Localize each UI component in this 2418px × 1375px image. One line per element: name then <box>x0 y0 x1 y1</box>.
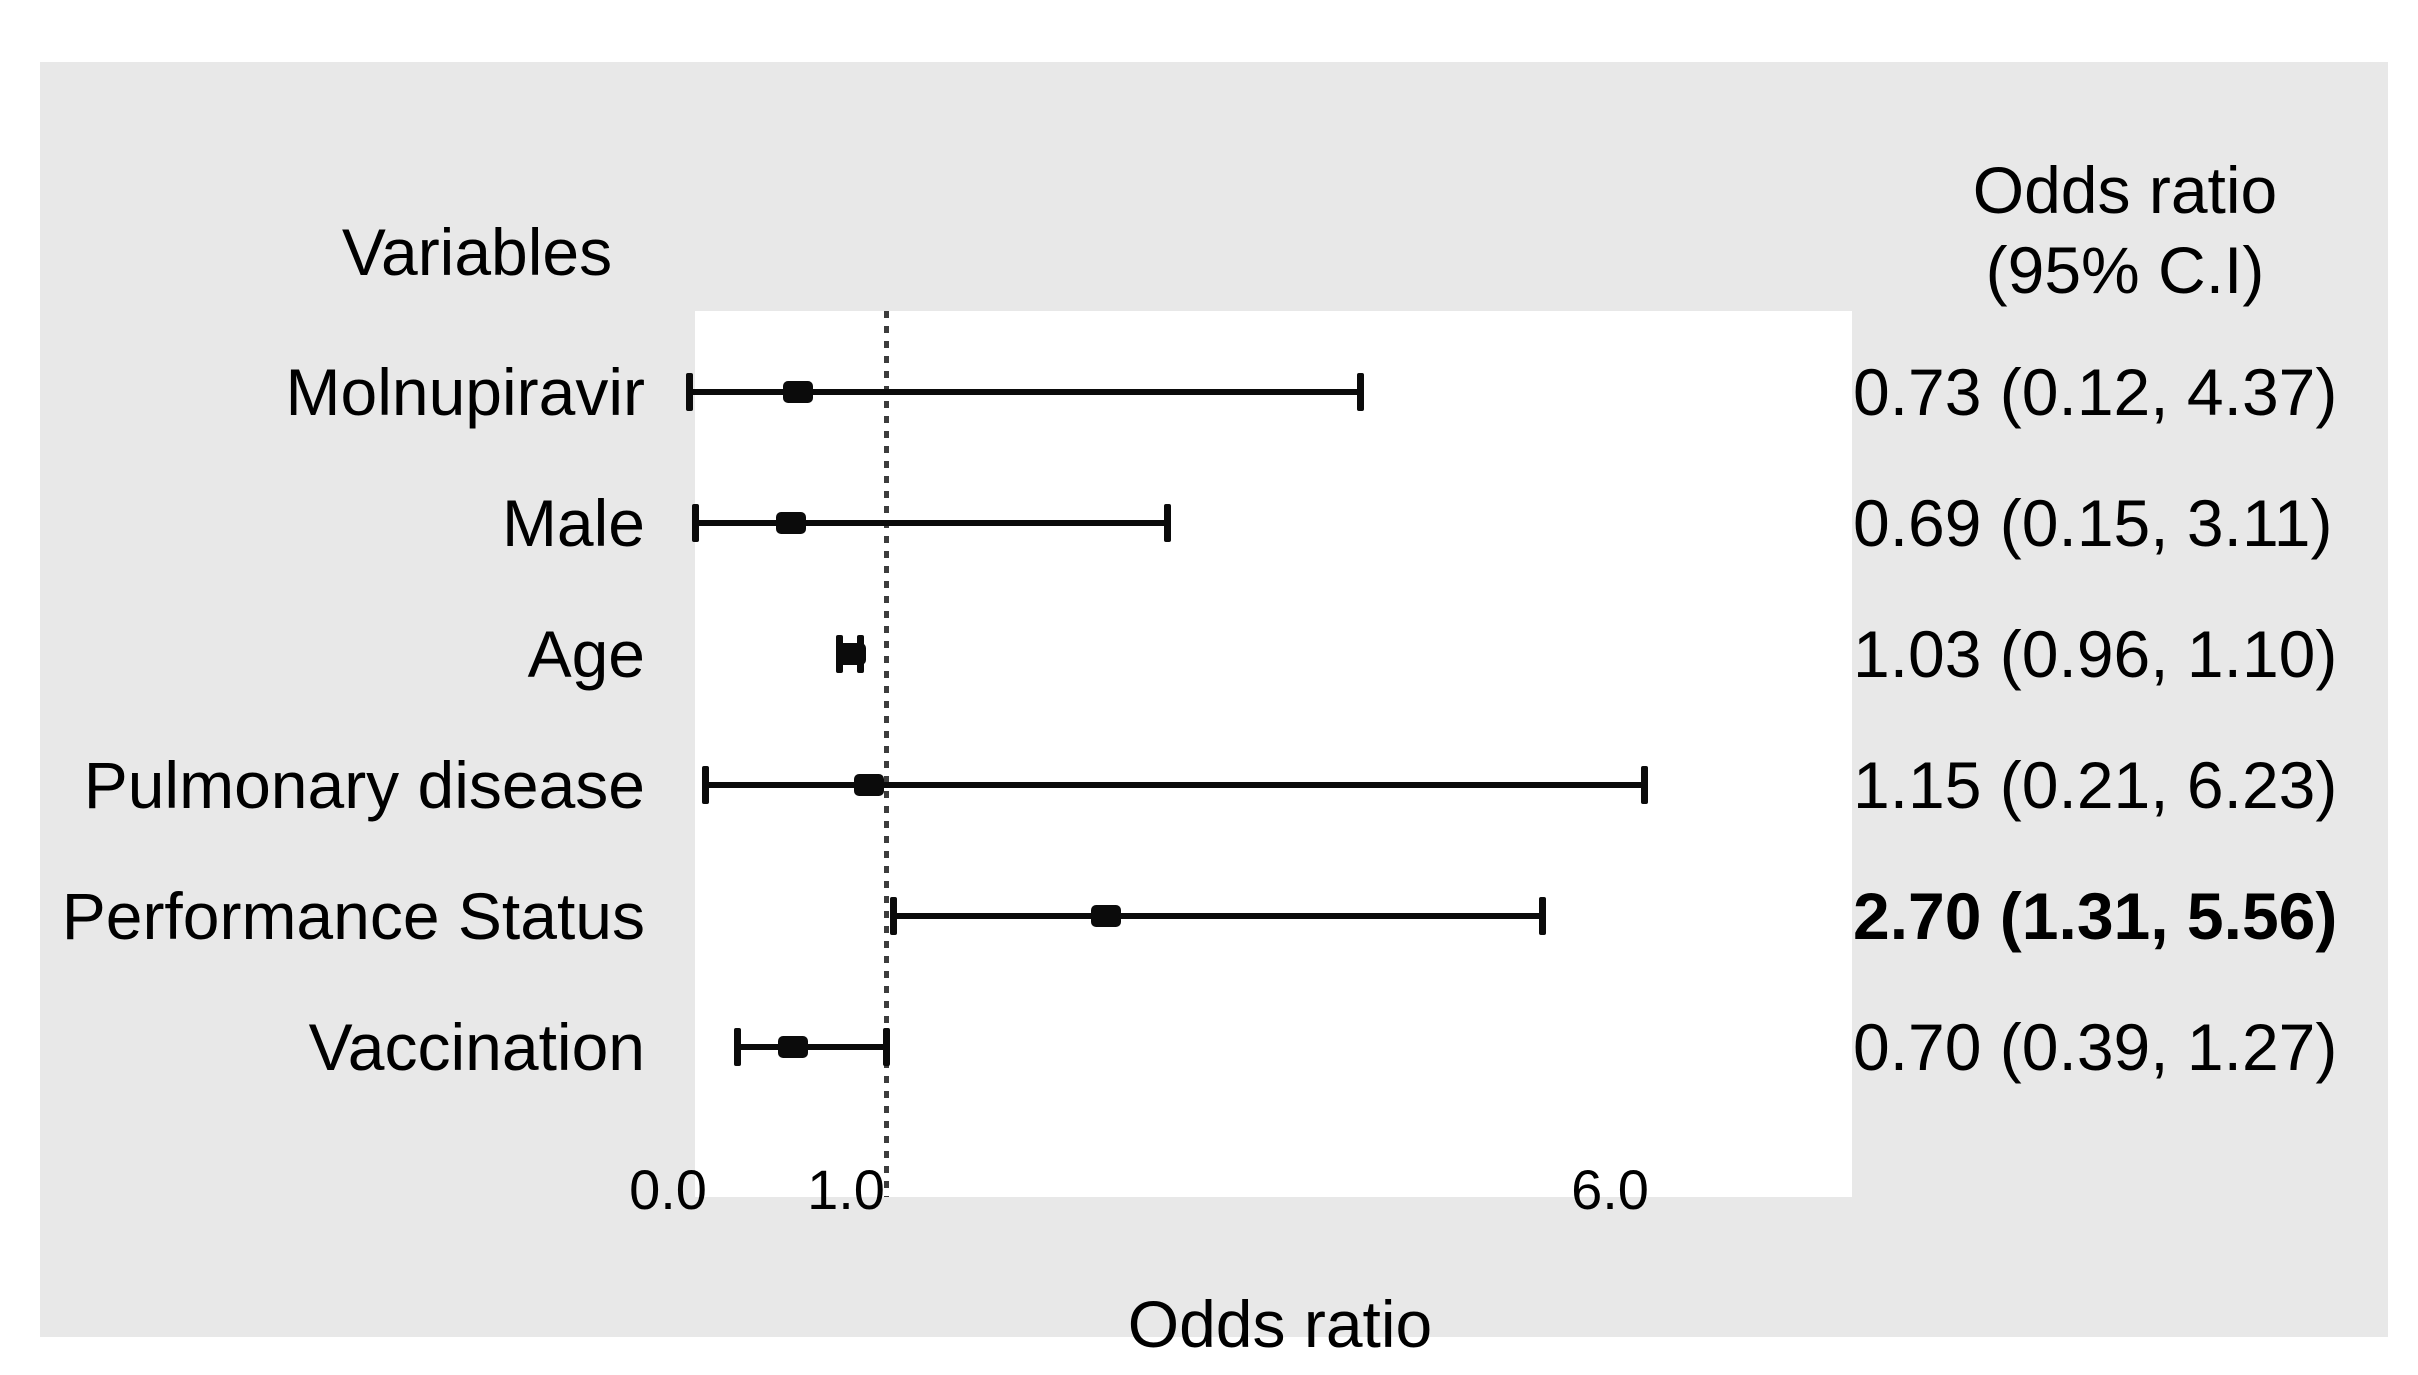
row-label: Age <box>527 617 645 691</box>
odds-ratio-marker <box>777 1036 808 1058</box>
plot-area <box>695 311 1852 1197</box>
row-label: Male <box>501 486 645 560</box>
row-label: Vaccination <box>308 1010 645 1084</box>
odds-ratio-value: 0.73 (0.12, 4.37) <box>1853 355 2338 429</box>
ci-line <box>893 913 1543 919</box>
x-axis-tick-label: 0.0 <box>629 1158 707 1221</box>
x-axis-tick-label: 1.0 <box>807 1158 885 1221</box>
ci-cap-upper <box>1164 504 1172 542</box>
odds-ratio-value: 0.69 (0.15, 3.11) <box>1853 486 2333 560</box>
odds-ratio-value: 2.70 (1.31, 5.56) <box>1853 879 2338 953</box>
reference-line-or-1 <box>884 311 889 1197</box>
ci-cap-lower <box>702 766 710 804</box>
odds-ratio-header-line2: (95% C.I) <box>1985 233 2265 307</box>
ci-cap-lower <box>734 1028 742 1066</box>
odds-ratio-value: 1.03 (0.96, 1.10) <box>1853 617 2338 691</box>
odds-ratio-marker <box>835 643 866 665</box>
odds-ratio-marker <box>1090 905 1121 927</box>
ci-cap-upper <box>1641 766 1649 804</box>
odds-ratio-value: 1.15 (0.21, 6.23) <box>1853 748 2338 822</box>
odds-ratio-value: 0.70 (0.39, 1.27) <box>1853 1010 2338 1084</box>
x-axis-title: Odds ratio <box>1127 1287 1433 1361</box>
odds-ratio-marker <box>775 512 806 534</box>
ci-cap-upper <box>883 1028 891 1066</box>
x-axis-tick-label: 6.0 <box>1571 1158 1649 1221</box>
ci-cap-upper <box>1538 897 1546 935</box>
odds-ratio-marker <box>782 381 813 403</box>
ci-cap-upper <box>1356 373 1364 411</box>
ci-line <box>705 782 1646 788</box>
odds-ratio-marker <box>853 774 884 796</box>
row-label: Molnupiravir <box>285 355 645 429</box>
ci-cap-lower <box>686 373 694 411</box>
odds-ratio-header-line1: Odds ratio <box>1972 153 2278 227</box>
ci-line <box>737 1044 888 1050</box>
figure-panel: Variables Odds ratio (95% C.I) Odds rati… <box>40 62 2388 1361</box>
row-label: Pulmonary disease <box>83 748 645 822</box>
row-label: Performance Status <box>61 879 645 953</box>
ci-cap-lower <box>691 504 699 542</box>
ci-line <box>694 520 1169 526</box>
odds-ratio-column-header: Odds ratio (95% C.I) <box>1973 150 2277 310</box>
ci-line <box>689 389 1361 395</box>
ci-cap-lower <box>890 897 898 935</box>
variables-column-header: Variables <box>341 215 613 289</box>
